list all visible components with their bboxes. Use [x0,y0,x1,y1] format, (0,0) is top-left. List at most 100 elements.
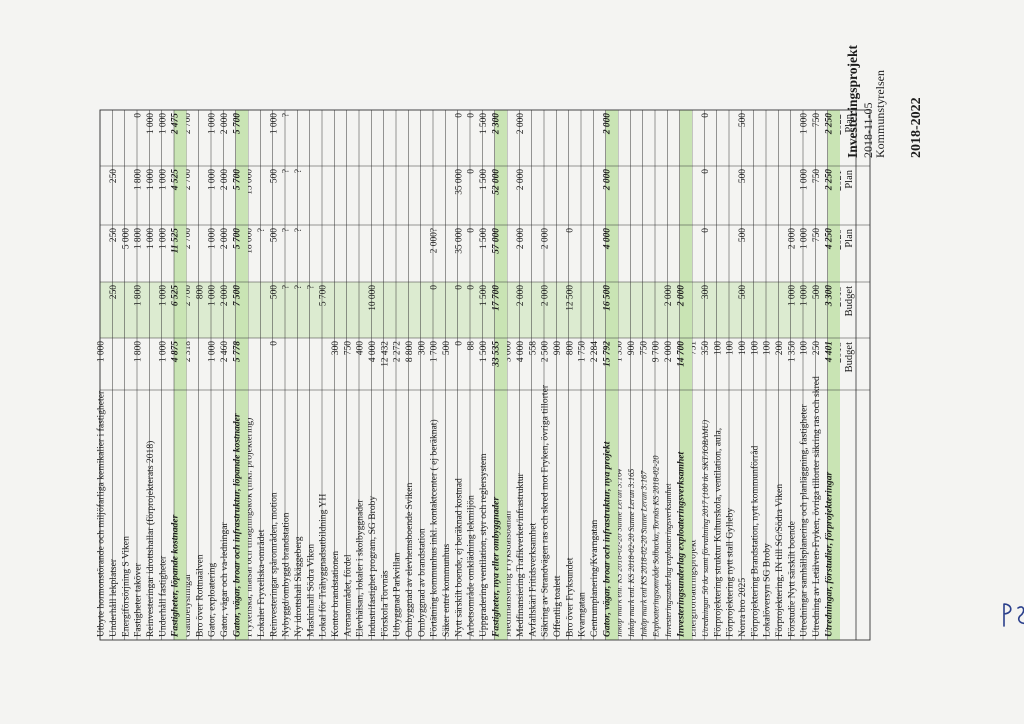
row-value: 1 800 [134,169,144,190]
table-row: Investeringsunderlag exploateringsverksa… [675,110,693,640]
row-value: 100 [726,341,736,355]
table-row: Förprojektering struktur Kulturskola, ve… [712,110,723,640]
row-label: Förstudie Nytt särskilt boende [786,521,797,637]
row-value: 0 [134,113,144,118]
row-value: 0 [701,113,711,118]
row-value: 500 [738,285,748,299]
row-value: 2 272 [393,341,403,362]
row-value: 3 000 [504,341,514,362]
row-value: 500 [269,228,279,242]
row-value: 1 000 [158,228,168,249]
row-value: 1 000 [208,341,218,362]
row-value: 500 [269,169,279,183]
row-label: Gatubelysningar [182,573,193,637]
row-label: Reinvesteringar idrottshallar (förprojek… [145,441,156,637]
row-label: Fastigheter taköver [133,562,144,637]
row-label: Nytt särskilt boende, ej beräknad kostna… [453,478,464,637]
row-value: 500 [738,113,748,127]
table-row: Kvarngatan 1 750 [577,110,588,640]
row-label: Utredningar samhällsplanering och planlä… [799,404,810,637]
row-label: Norra bro 2025 [737,578,748,637]
row-label: Förskola Torvnäs [379,570,390,637]
table-row: Fastigheter, nya eller ombyggnader 33 535… [490,110,507,640]
row-value: 2 000 [664,285,674,306]
row-value: 250 [109,285,119,299]
row-value: 4 000 [602,228,612,250]
row-value: 2 000? [430,228,440,253]
table-row: Inköp mark enl KS 2018-02-20 Sunne Lerun… [639,110,649,640]
row-label: Lokalöversyn SG Broby [762,543,773,637]
column-header-4: Plan [844,169,855,188]
handwritten-note [1003,603,1024,627]
row-value: 350 [701,341,711,355]
row-value: 0 [269,341,279,346]
row-value: 88 [467,341,477,351]
row-value: ? [282,228,292,232]
row-value: 1 000 [158,113,168,134]
row-value: 1 000 [146,169,156,190]
row-value: 5 700 [232,228,242,249]
row-value: 4 250 [824,228,834,250]
row-value: 2 700 [183,285,193,306]
row-label: Inköp mark enl KS 2018-02-20 Sunne Lerun… [639,470,648,638]
table-row: Underhåll fastigheter 1 000 1 000 1 000 1 00… [157,110,168,640]
row-label: Utredningar, förstudier, förprojektering… [823,471,834,637]
row-label: Utbyggnad Parkvillan [392,552,403,637]
row-value: 750 [812,113,822,127]
row-value: 1 800 [134,228,144,249]
row-value: 2 475 [171,113,181,135]
table-row: Förstudie Nytt särskilt boende 1 350 1 000… [786,110,797,640]
row-value: 1 000 [800,228,810,249]
row-value: ? [282,169,292,173]
row-value: 4 000 [516,341,526,362]
table-row: Exploateringsområde Solbacka, Tornäs KS … [652,110,662,640]
table-row: Avfallskärl Fritidsverksamhet 558 [527,110,538,640]
row-value: 12 432 [380,341,390,367]
row-value: 1 500 [479,228,489,249]
row-value: 12 500 [565,285,575,311]
table-row: Förprojektering nytt stall Gylleby 100 [725,110,736,640]
row-value: 33 535 [491,341,501,368]
row-value: 2 000 [602,169,612,191]
row-value: 2 000 [516,113,526,134]
row-label: Underhåll lekplatser [108,558,119,637]
row-value: ? [257,228,267,232]
column-header-1: Budget [844,342,855,372]
row-value: 8 800 [405,341,415,362]
table-row: Nytt särskilt boende, ej beräknad kostna… [453,110,464,640]
table-row: Utredningar 50 tkr samt förvaltning 2017… [701,110,711,640]
row-value: 1 500 [479,113,489,134]
table-row: Ombyggnad av brandstation 300 [416,110,427,640]
row-value: 0 [454,113,464,118]
row-value: 2 000 [541,228,551,249]
table-row: Inköp mark enl. KS 2018-02-20 Sunne Leru… [627,110,637,640]
row-value: 35 000 [454,169,464,195]
table-frame [99,109,871,641]
row-value: 2 000 [664,341,674,362]
row-value: 15 000 [245,169,255,195]
row-label: Kvarngatan [577,592,588,637]
table-row: Energiförsörjning S Viken 5 000 [120,110,131,640]
table-row: Utredningar samhällsplanering och planlä… [799,110,810,640]
row-value: 1 000 [787,285,797,306]
row-label: Investeringsunderlag exploateringsverksa… [675,451,686,638]
row-label: Elevhälsan, lokaler i skolbyggnader [355,499,366,637]
row-value: 500 [738,169,748,183]
row-value: ? [306,285,316,289]
row-value: 100 [738,341,748,355]
row-value: 2 000 [602,113,612,135]
row-value: 1 000 [208,169,218,190]
row-value: 400 [356,341,366,355]
row-label: Bro över Fryksundet [564,557,575,637]
row-value: 2 000 [516,169,526,190]
row-value: 1 000 [158,285,168,306]
table-row: Lokaler Fryxellska-området? [256,110,267,640]
row-label: Förprojektering nytt stall Gylleby [725,508,736,637]
row-value: 1 000 [800,169,810,190]
table-row: Fastigheter taköver 1 800 1 800 1 800 1 800 0 [133,110,144,640]
row-value: 2 250 [824,113,834,135]
row-label: Investeringsunderlag exploateringsverksa… [664,483,673,638]
row-label: Inköp mark enl. KS 2018-02-20 Sunne Leru… [627,469,636,638]
section-row-fill [494,110,507,640]
